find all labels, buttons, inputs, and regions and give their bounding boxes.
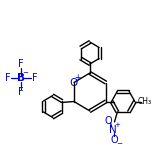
Text: N: N: [109, 125, 116, 135]
Text: F: F: [18, 59, 24, 69]
Text: ─: ─: [117, 141, 121, 147]
Text: F: F: [32, 73, 38, 83]
Text: +: +: [114, 122, 120, 128]
Text: O: O: [111, 135, 118, 145]
Text: O: O: [69, 78, 77, 88]
Text: F: F: [18, 87, 24, 97]
Text: ─: ─: [24, 71, 28, 76]
Text: CH₃: CH₃: [137, 97, 152, 106]
Text: B: B: [17, 73, 25, 83]
Text: F: F: [5, 73, 10, 83]
Text: O: O: [105, 116, 112, 126]
Text: +: +: [75, 73, 81, 82]
